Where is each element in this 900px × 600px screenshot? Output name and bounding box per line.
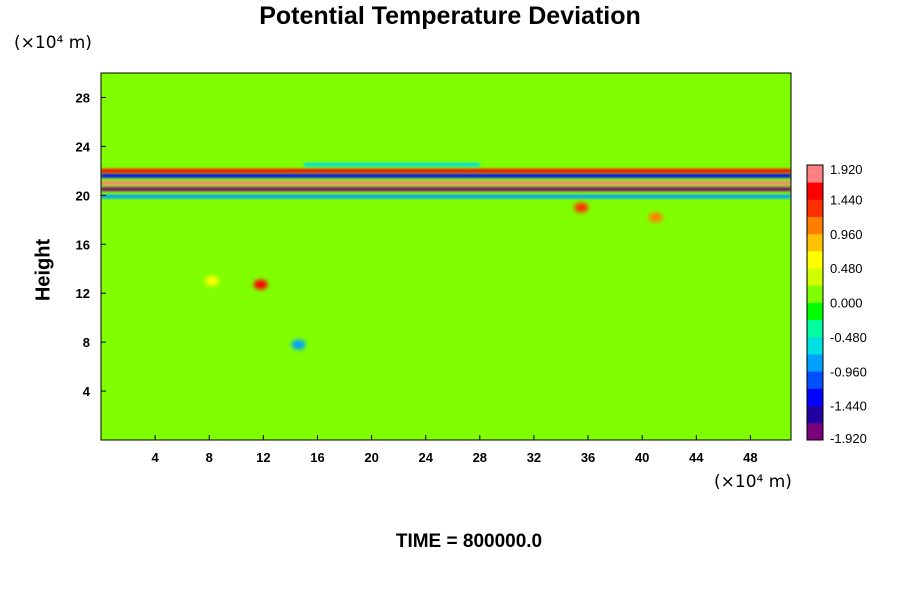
x-tick-label-40: 40 (635, 450, 649, 465)
colorbar-segment-10 (807, 250, 823, 269)
y-tick-label-28: 28 (76, 90, 90, 105)
x-tick-label-24: 24 (418, 450, 433, 465)
heatmap-blob-6 (253, 279, 268, 290)
y-tick-label-8: 8 (83, 335, 90, 350)
colorbar-segment-14 (807, 182, 823, 200)
colorbar-segment-15 (807, 165, 823, 183)
plot-frame (100, 72, 792, 441)
colorbar-segment-5 (807, 336, 823, 355)
x-tick-label-8: 8 (206, 450, 213, 465)
heatmap-blob-10 (648, 212, 663, 223)
heatmap-band-1 (101, 187, 791, 192)
y-axis-ticks: 4 8 12 16 20 24 28 (76, 90, 106, 399)
y-tick-label-16: 16 (76, 237, 90, 252)
heatmap-blob-9 (574, 202, 589, 213)
x-axis-unit: (×10⁴ m) (714, 472, 792, 492)
heatmap-blob-8 (291, 339, 306, 350)
colorbar-label-4: 0.000 (830, 296, 863, 311)
colorbar-segment-1 (807, 405, 823, 424)
colorbar-label-2: 0.960 (830, 227, 863, 242)
x-tick-label-28: 28 (473, 450, 487, 465)
colorbar-segment-8 (807, 285, 823, 303)
colorbar-segment-9 (807, 268, 823, 286)
heatmap-band-2 (101, 173, 791, 178)
colorbar-segment-2 (807, 388, 823, 407)
x-tick-label-16: 16 (310, 450, 324, 465)
colorbar-label-6: -0.960 (830, 364, 867, 379)
y-tick-label-24: 24 (76, 139, 91, 154)
x-tick-label-44: 44 (689, 450, 704, 465)
colorbar-label-7: -1.440 (830, 399, 867, 414)
colorbar-label-1: 1.440 (830, 192, 863, 207)
colorbar-segment-12 (807, 216, 823, 235)
colorbar-segment-11 (807, 233, 823, 252)
x-tick-label-4: 4 (152, 450, 160, 465)
colorbar-segment-3 (807, 371, 823, 389)
colorbar-segment-0 (807, 422, 823, 441)
colorbar-segment-13 (807, 199, 823, 217)
heatmap-blob-7 (204, 275, 219, 286)
heatmap-band-0 (101, 181, 791, 186)
x-tick-label-36: 36 (581, 450, 595, 465)
x-tick-label-20: 20 (364, 450, 378, 465)
colorbar-label-0: 1.920 (830, 162, 863, 177)
colorbar-label-3: 0.480 (830, 261, 863, 276)
colorbar-segment-4 (807, 354, 823, 372)
heatmap-band-4 (101, 194, 791, 199)
x-axis-ticks: 4 8 12 16 20 24 28 32 36 40 44 48 (152, 435, 758, 465)
heatmap-band-5 (303, 162, 480, 167)
y-tick-label-20: 20 (76, 188, 90, 203)
chart-title: Potential Temperature Deviation (259, 2, 641, 30)
colorbar-frame (806, 164, 824, 441)
colorbar: 1.920 1.440 0.960 0.480 0.000 -0.480 -0.960 -1.… (806, 162, 867, 446)
y-axis-unit: (×10⁴ m) (14, 33, 92, 53)
colorbar-label-8: -1.920 (830, 431, 867, 446)
colorbar-segment-6 (807, 319, 823, 338)
time-label: TIME = 800000.0 (395, 531, 543, 552)
heatmap-field (101, 73, 791, 440)
y-tick-label-12: 12 (76, 286, 90, 301)
x-tick-label-12: 12 (256, 450, 270, 465)
colorbar-segment-7 (807, 302, 823, 321)
x-tick-label-32: 32 (527, 450, 541, 465)
y-tick-label-4: 4 (83, 384, 91, 399)
heatmap-band-3 (101, 168, 791, 173)
x-tick-label-48: 48 (743, 450, 757, 465)
colorbar-label-5: -0.480 (830, 330, 867, 345)
heatmap-background (101, 73, 791, 440)
